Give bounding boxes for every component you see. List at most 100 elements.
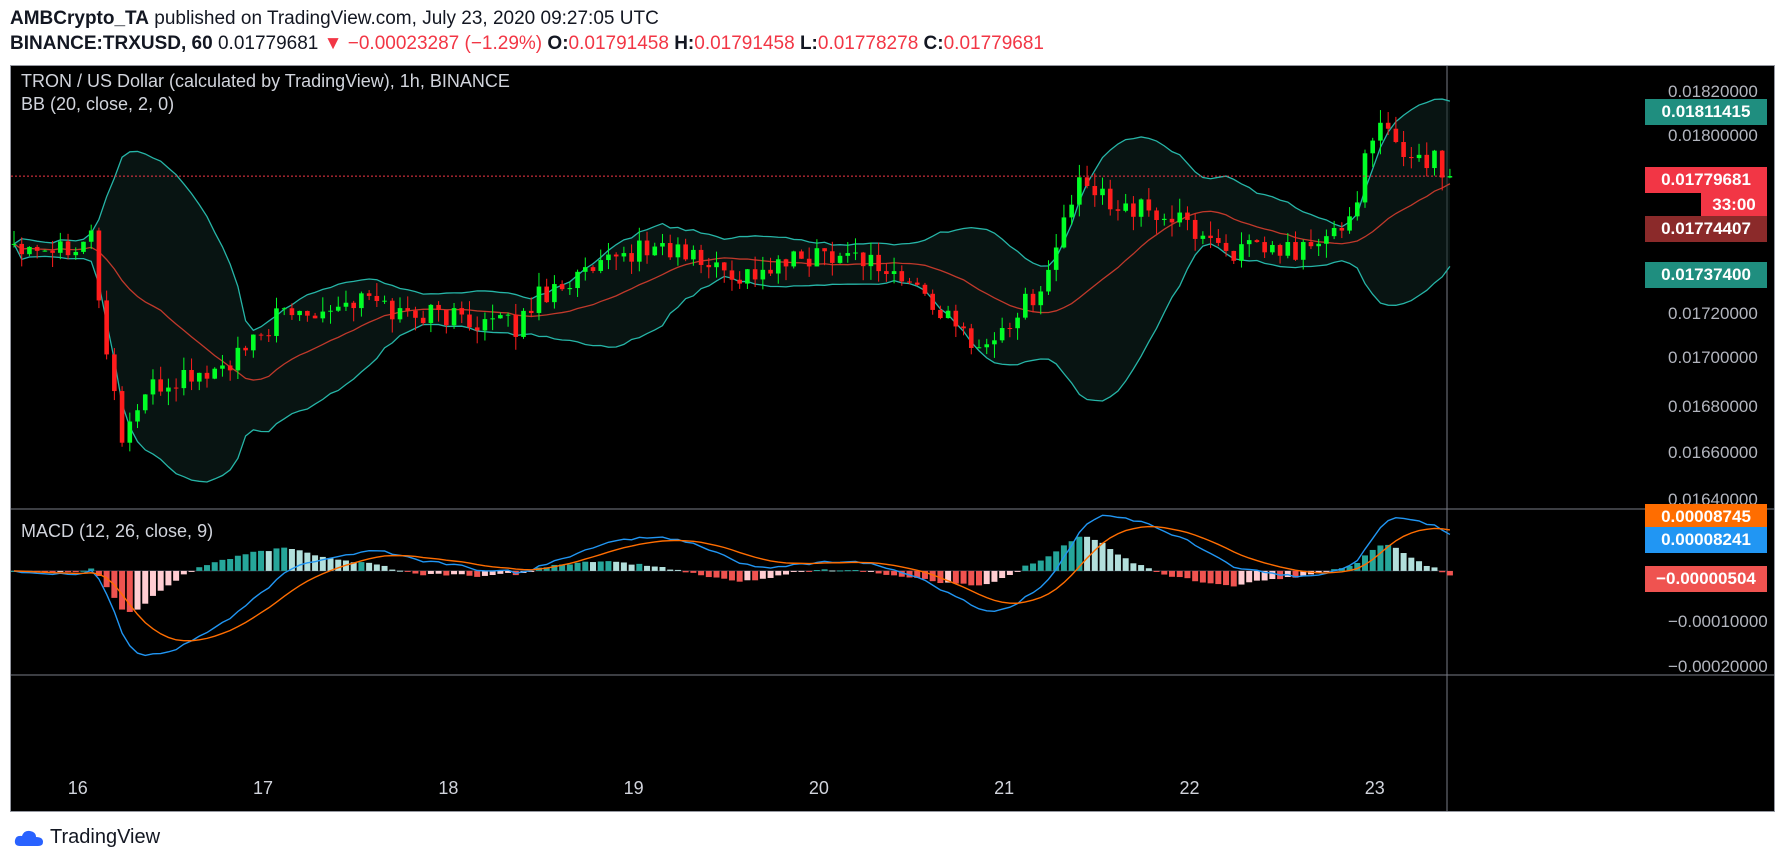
candle-body xyxy=(714,262,719,268)
candle-body xyxy=(698,249,704,265)
chart-frame[interactable]: TRON / US Dollar (calculated by TradingV… xyxy=(10,65,1775,812)
low-value: 0.01778278 xyxy=(817,33,919,54)
candle-body xyxy=(953,310,959,327)
histogram-bar xyxy=(180,570,187,575)
candle-body xyxy=(1123,203,1128,211)
histogram-bar xyxy=(690,570,697,573)
histogram-bar xyxy=(435,570,442,574)
histogram-bar xyxy=(921,570,928,579)
candle-body xyxy=(1447,176,1453,178)
candle-body xyxy=(505,314,511,316)
candle-body xyxy=(1277,244,1283,256)
histogram-bar xyxy=(628,564,635,571)
candle-body xyxy=(166,387,171,392)
histogram-bar xyxy=(258,550,265,571)
histogram-bar xyxy=(767,570,774,578)
candle-body xyxy=(1331,227,1337,237)
candle-body xyxy=(1308,242,1314,247)
histogram-bar xyxy=(613,561,620,571)
histogram-bar xyxy=(783,570,789,575)
bb-basis-line xyxy=(13,183,1451,381)
histogram-bar xyxy=(204,565,210,571)
candle-body xyxy=(1254,240,1260,243)
macd-tick: −0.00010000 xyxy=(1668,612,1768,631)
histogram-bar xyxy=(57,570,64,572)
candle-body xyxy=(652,246,658,256)
histogram-bar xyxy=(273,548,280,571)
histogram-bar xyxy=(721,570,728,579)
histogram-bar xyxy=(551,564,558,571)
histogram-bar xyxy=(366,562,373,571)
chart-title[interactable]: TRON / US Dollar (calculated by TradingV… xyxy=(21,71,510,91)
candle-body xyxy=(938,309,943,319)
histogram-bar xyxy=(1392,547,1399,571)
histogram-bar xyxy=(968,570,975,586)
candle-body xyxy=(907,281,912,283)
candle-body xyxy=(891,271,897,275)
histogram-bar xyxy=(234,555,241,571)
bb-legend[interactable]: BB (20, close, 2, 0) xyxy=(21,94,175,114)
histogram-bar xyxy=(937,570,944,584)
histogram-bar xyxy=(698,570,705,576)
candle-body xyxy=(135,410,140,422)
macd-legend[interactable]: MACD (12, 26, close, 9) xyxy=(21,521,214,541)
low-label: L: xyxy=(799,33,818,54)
histogram-bar xyxy=(1292,570,1299,578)
candle-body xyxy=(266,335,272,337)
candle-body xyxy=(474,327,480,331)
histogram-bar xyxy=(211,562,218,571)
histogram-bar xyxy=(1199,570,1206,583)
candle-body xyxy=(745,269,750,284)
candle-body xyxy=(629,253,634,262)
histogram-bar xyxy=(852,570,859,572)
candle-body xyxy=(366,293,372,296)
histogram-bar xyxy=(381,565,388,571)
candle-body xyxy=(914,282,920,285)
candle-body xyxy=(760,269,766,280)
histogram-bar xyxy=(867,570,874,572)
histogram-bar xyxy=(1323,570,1330,572)
candle-body xyxy=(428,304,434,324)
histogram-bar xyxy=(103,570,110,588)
candle-body xyxy=(1146,199,1152,211)
candle-body xyxy=(374,295,380,302)
candle-body xyxy=(961,326,966,329)
histogram-bar xyxy=(1315,570,1322,574)
candle-body xyxy=(876,254,881,272)
date-tick: 17 xyxy=(253,778,274,798)
histogram-bar xyxy=(1184,570,1191,579)
open-value: 0.01791458 xyxy=(568,33,669,54)
tradingview-logo[interactable]: TradingView xyxy=(14,826,160,849)
histogram-bar xyxy=(304,552,311,571)
histogram-bar xyxy=(1138,565,1145,571)
candle-body xyxy=(258,334,264,336)
histogram-bar xyxy=(798,570,805,572)
histogram-bar xyxy=(80,570,87,572)
candle-body xyxy=(822,248,827,252)
histogram-bar xyxy=(999,570,1006,579)
candle-body xyxy=(490,318,495,320)
histogram-bar xyxy=(991,570,998,582)
candle-body xyxy=(1262,242,1267,253)
author-name[interactable]: AMBCrypto_TA xyxy=(10,8,149,29)
histogram-bar xyxy=(443,570,450,576)
candle-body xyxy=(235,347,241,371)
histogram-bar xyxy=(752,570,759,581)
macd-tick: −0.00020000 xyxy=(1668,657,1768,676)
candle-body xyxy=(158,379,163,392)
candle-body xyxy=(582,267,588,272)
change-value: −0.00023287 (−1.29%) xyxy=(347,33,543,54)
candle-body xyxy=(127,421,133,443)
candle-body xyxy=(1200,235,1206,239)
histogram-bar xyxy=(466,570,473,576)
histogram-tag: −0.00000504 xyxy=(1645,566,1767,592)
histogram-bar xyxy=(173,570,180,581)
candle-body xyxy=(791,251,797,267)
chart-canvas[interactable] xyxy=(11,66,1774,811)
candle-body xyxy=(1293,242,1298,260)
histogram-bar xyxy=(1207,570,1214,584)
histogram-bar xyxy=(1362,555,1368,571)
histogram-bar xyxy=(288,549,295,571)
candle-body xyxy=(142,394,148,411)
candle-body xyxy=(1216,238,1221,243)
